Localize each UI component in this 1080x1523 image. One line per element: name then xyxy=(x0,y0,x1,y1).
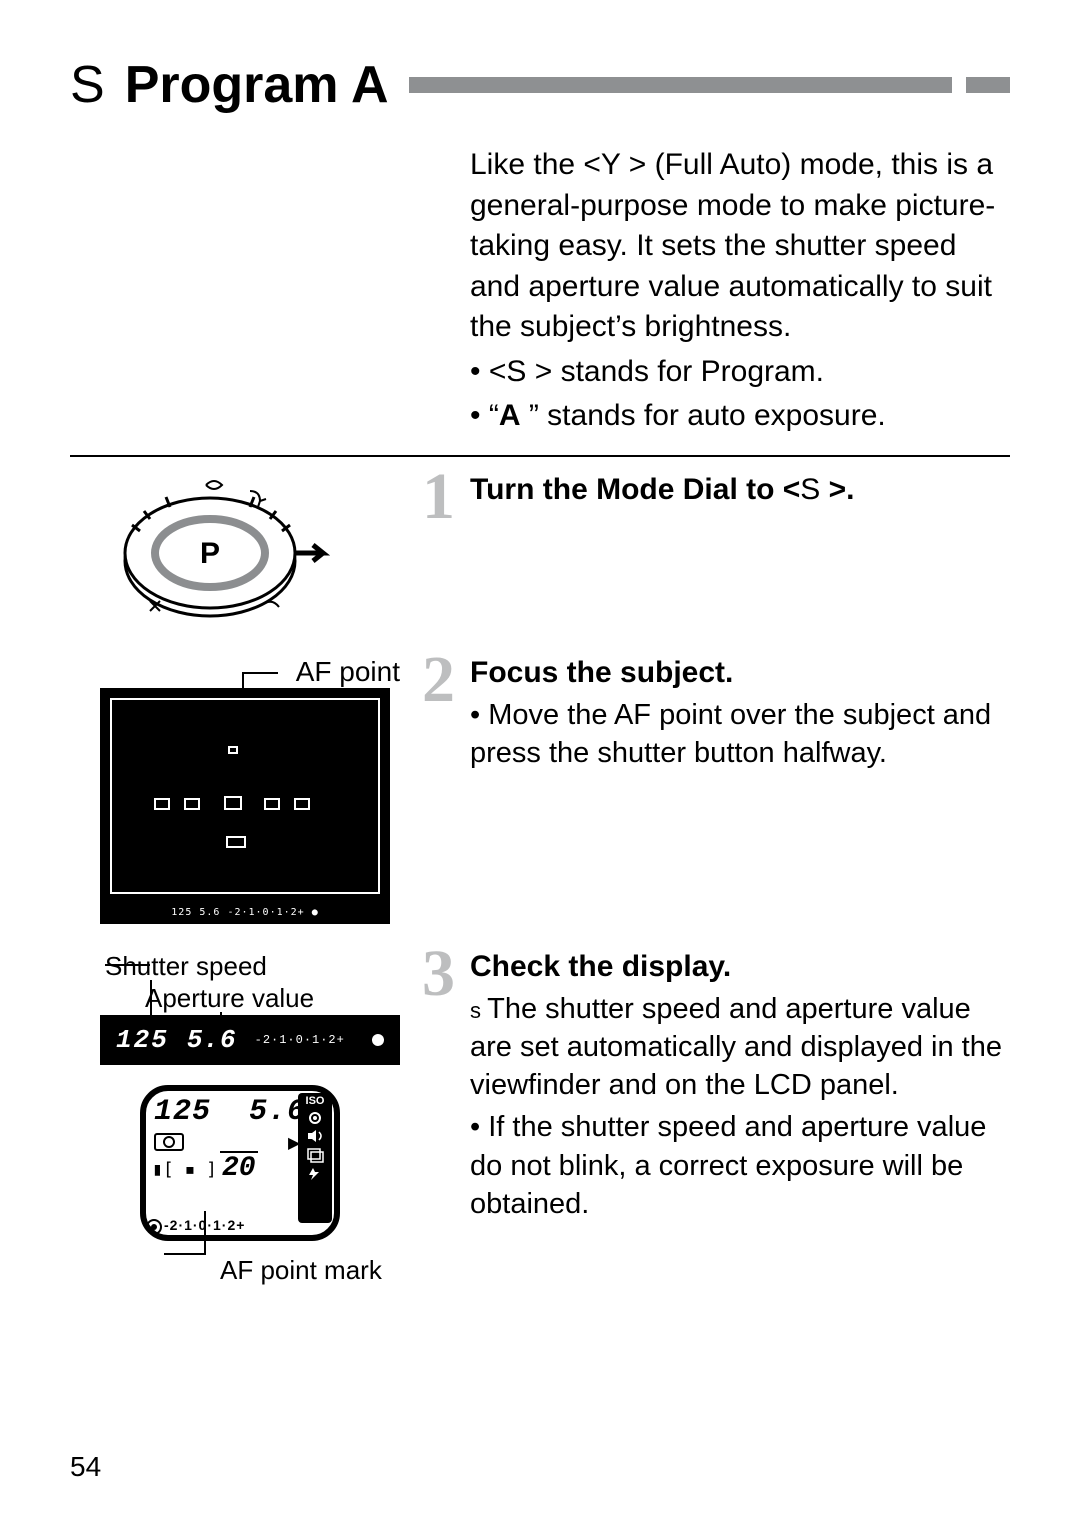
page-title: Program A xyxy=(125,55,389,115)
intro-block: Like the <Y > (Full Auto) mode, this is … xyxy=(470,145,1010,437)
af-point-icon xyxy=(154,798,170,810)
af-point-icon xyxy=(228,746,238,754)
af-point-icon xyxy=(264,798,280,810)
af-point-icon xyxy=(226,836,246,848)
viewfinder-readout: 125 5.6 -2·1·0·1·2+ ● xyxy=(100,907,390,918)
step-number-3: 3 xyxy=(422,936,455,1012)
step-3-figure-col: Shutter speed Aperture value 125 5.6 -2·… xyxy=(70,950,470,1286)
viewfinder-figure: 125 5.6 -2·1·0·1·2+ ● xyxy=(100,688,390,924)
shutter-speed-label: Shutter speed xyxy=(105,950,470,983)
title-prefix: S xyxy=(70,55,107,115)
intro-line2-pre: “ xyxy=(489,399,499,432)
step-1-text-col: 1 Turn the Mode Dial to <S >. xyxy=(470,471,1010,646)
lcd-row1: 125 5.6 xyxy=(154,1095,306,1129)
intro-paragraph: Like the <Y > (Full Auto) mode, this is … xyxy=(470,145,1010,348)
aperture-value-label: Aperture value xyxy=(105,982,470,1015)
af-point-mark-text: AF point mark xyxy=(220,1255,382,1285)
lcd-shutter: 125 xyxy=(154,1095,211,1129)
step-3-title-text: Check the display. xyxy=(470,950,731,983)
intro-line2-post: ” stands for auto exposure. xyxy=(521,399,886,432)
step-number-1: 1 xyxy=(422,459,455,535)
step-1-figure-col: P xyxy=(70,471,470,646)
step-1-title-pre: Turn the Mode Dial to < xyxy=(470,473,800,506)
lcd-iso-column: ISO xyxy=(298,1093,332,1223)
step-2-title-text: Focus the subject. xyxy=(470,656,733,689)
step-3-body: The shutter speed and aperture value are… xyxy=(470,990,1010,1224)
step-1-title: 1 Turn the Mode Dial to <S >. xyxy=(470,473,1010,507)
step-number-2: 2 xyxy=(422,642,455,718)
step-2-title: 2 Focus the subject. xyxy=(470,656,1010,690)
svg-text:P: P xyxy=(200,537,220,570)
redeye-icon xyxy=(305,1111,325,1125)
af-point-mark-label: AF point mark xyxy=(220,1255,400,1286)
step-1-title-post: >. xyxy=(820,473,854,506)
step-2-text-col: 2 Focus the subject. Move the AF point o… xyxy=(470,656,1010,924)
af-point-icon xyxy=(184,798,200,810)
step-1: P 1 Turn the Mode Dial to <S xyxy=(70,471,1010,646)
step-2-figure-col: AF point 125 5.6 -2·1·0·1·2+ ● xyxy=(70,656,470,924)
flash-comp-icon xyxy=(305,1167,325,1181)
step-3-text-col: 3 Check the display. The shutter speed a… xyxy=(470,950,1010,1286)
title-bar-short xyxy=(966,77,1010,93)
fig3: 125 5.6 -2·1·0·1·2+ 125 5.6 ISO xyxy=(100,1015,400,1286)
separator xyxy=(70,455,1010,457)
step-2-bullet: Move the AF point over the subject and p… xyxy=(470,696,1010,773)
step-2-body: Move the AF point over the subject and p… xyxy=(470,696,1010,773)
af-point-icon xyxy=(294,798,310,810)
leader-line xyxy=(164,1253,204,1255)
viewfinder-frame xyxy=(110,698,380,894)
page-title-row: S Program A xyxy=(70,55,1010,115)
title-bar xyxy=(409,77,952,93)
mode-dial-figure: P xyxy=(110,471,330,641)
fig3-labels: Shutter speed Aperture value xyxy=(70,950,470,1015)
lcd-frames: 20 xyxy=(220,1151,258,1184)
play-icon: ▶ xyxy=(288,1133,300,1153)
drive-icon xyxy=(305,1147,325,1163)
leader-line xyxy=(242,672,278,674)
intro-bullet-1: <S > stands for Program. xyxy=(470,352,1010,393)
viewfinder-strip: 125 5.6 -2·1·0·1·2+ xyxy=(100,1015,400,1065)
metering-icon xyxy=(154,1133,184,1151)
leader-line xyxy=(204,1211,206,1255)
af-point-center-icon xyxy=(224,796,242,810)
strip-scale: -2·1·0·1·2+ xyxy=(255,1033,345,1047)
step-1-title-sym: S xyxy=(800,473,820,506)
page-number: 54 xyxy=(70,1451,101,1483)
intro-bullet-2: “A ” stands for auto exposure. xyxy=(470,396,1010,437)
step-3-s-bullet: The shutter speed and aperture value are… xyxy=(470,990,1010,1105)
step-3-bullet: If the shutter speed and aperture value … xyxy=(470,1108,1010,1223)
strip-shutter: 125 xyxy=(116,1025,169,1055)
beeper-icon xyxy=(305,1129,325,1143)
strip-aperture: 5.6 xyxy=(187,1025,237,1055)
lcd-af-bracket: ▮[ ▪ ] xyxy=(152,1159,217,1180)
focus-confirm-icon xyxy=(372,1034,384,1046)
self-timer-icon xyxy=(146,1219,162,1235)
steps-block: P 1 Turn the Mode Dial to <S xyxy=(70,471,1010,1286)
step-3: Shutter speed Aperture value 125 5.6 -2·… xyxy=(70,950,1010,1286)
manual-page: S Program A Like the <Y > (Full Auto) mo… xyxy=(0,0,1080,1523)
lcd-iso-label: ISO xyxy=(306,1095,325,1107)
intro-line2-bold: A xyxy=(499,399,521,432)
step-2: AF point 125 5.6 -2·1·0·1·2+ ● xyxy=(70,656,1010,924)
lcd-panel-figure: 125 5.6 ISO ▶ ▮[ ▪ ] 20 xyxy=(140,1085,340,1241)
leader-line xyxy=(105,964,150,966)
step-3-title: 3 Check the display. xyxy=(470,950,1010,984)
